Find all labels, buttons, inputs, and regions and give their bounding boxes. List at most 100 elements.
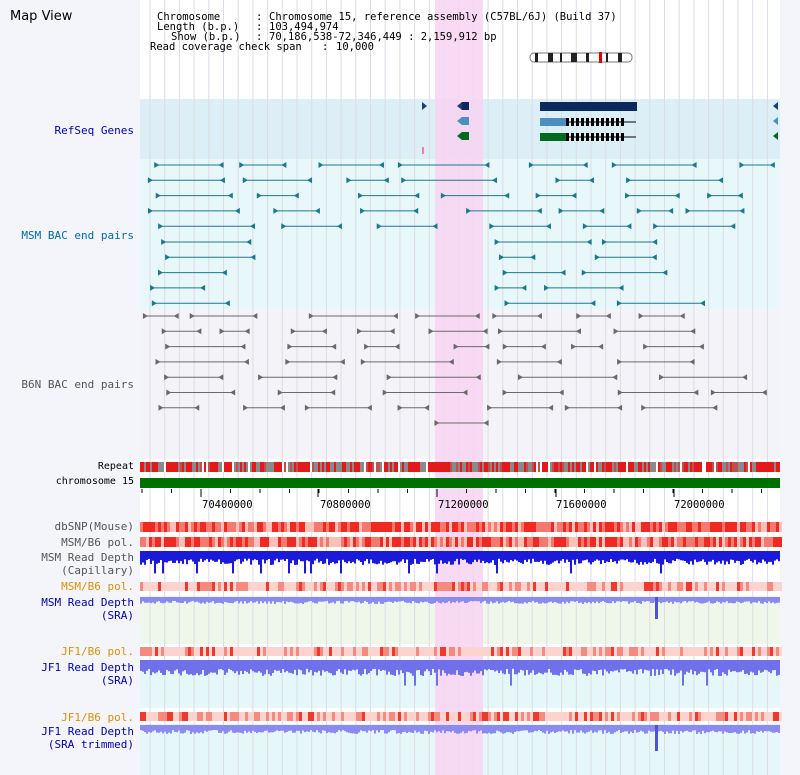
- msm-read-depth-capillary-label[interactable]: MSM Read Depth: [41, 551, 134, 564]
- msm-capillary-depth-bar: [286, 551, 288, 560]
- msm-sra-depth-bar: [218, 597, 220, 603]
- jf1-b6-pol-cell: [539, 712, 542, 721]
- jf1-b6-pol-cell: [149, 647, 152, 656]
- repeat-cell: [350, 462, 352, 472]
- jf1-trim-depth-bar: [536, 725, 538, 732]
- b6n-bac-end-pairs-label[interactable]: B6N BAC end pairs: [21, 378, 134, 391]
- b6n-bac-pair-end: [161, 328, 167, 335]
- msm-sra-depth-bar: [608, 597, 610, 604]
- jf1-sra-depth-bar: [746, 660, 748, 674]
- b6n-bac-pair-end: [689, 358, 695, 365]
- msm-b6-pol-cell: [401, 582, 404, 591]
- repeat-cell: [252, 462, 254, 472]
- jf1-b6-pol-cell: [410, 647, 413, 656]
- msm-capillary-depth-bar: [532, 551, 534, 559]
- jf1-b6-pol-cell: [563, 712, 566, 721]
- msm-capillary-depth-bar: [558, 551, 560, 564]
- msm-capillary-depth-bar: [292, 551, 294, 561]
- msm-b6-pol-label-1[interactable]: MSM/B6 pol.: [61, 536, 134, 549]
- jf1-read-depth-trimmed-label[interactable]: JF1 Read Depth: [41, 725, 134, 738]
- jf1-trim-depth-bar: [544, 725, 546, 734]
- jf1-b6-pol-label-1[interactable]: JF1/B6 pol.: [61, 645, 134, 658]
- msm-capillary-depth-bar: [368, 551, 370, 564]
- jf1-sra-depth-bar: [588, 660, 590, 674]
- jf1-sra-depth-bar: [330, 660, 332, 674]
- msm-sra-depth-bar: [362, 597, 364, 603]
- b6n-bac-pair-end: [219, 328, 225, 335]
- msm-sra-depth-bar: [410, 597, 412, 604]
- msm-capillary-depth-bar: [276, 551, 278, 559]
- dbsnp-cell: [566, 522, 569, 532]
- repeat-cell: [398, 462, 400, 472]
- jf1-sra-depth-bar: [444, 660, 446, 673]
- msm-read-depth-sra-label[interactable]: MSM Read Depth: [41, 596, 134, 609]
- jf1-trim-depth-bar: [454, 725, 456, 733]
- msm-capillary-depth-bar: [372, 551, 374, 564]
- msm-b6-pol-cell: [623, 537, 626, 547]
- jf1-b6-pol-cell: [365, 712, 368, 721]
- jf1-b6-pol-cell: [428, 647, 431, 656]
- repeat-cell: [352, 462, 354, 472]
- jf1-b6-pol-cell: [491, 712, 494, 721]
- jf1-b6-pol-cell: [158, 647, 161, 656]
- jf1-b6-pol-cell: [707, 647, 710, 656]
- msm-bac-pair-end: [413, 207, 419, 214]
- b6n-bac-pair-end: [556, 358, 562, 365]
- msm-b6-pol-cell: [584, 537, 587, 547]
- jf1-b6-pol-cell: [593, 712, 596, 721]
- msm-capillary-depth-bar: [560, 551, 562, 561]
- jf1-b6-pol-cell: [140, 647, 143, 656]
- jf1-sra-depth-bar: [228, 660, 230, 669]
- msm-b6-pol-cell: [614, 537, 617, 547]
- jf1-read-depth-sra-label[interactable]: JF1 Read Depth: [41, 661, 134, 674]
- jf1-trim-depth-bar: [630, 725, 632, 732]
- repeat-cell: [296, 462, 298, 472]
- dbsnp-cell: [599, 522, 602, 532]
- msm-b6-pol-cell: [617, 582, 620, 591]
- dbsnp-label[interactable]: dbSNP(Mouse): [54, 520, 134, 533]
- msm-b6-pol-cell: [443, 537, 446, 547]
- msm-b6-pol-cell: [509, 582, 512, 591]
- jf1-trim-depth-bar: [232, 725, 234, 733]
- jf1-b6-pol-cell: [644, 712, 647, 721]
- repeat-cell: [688, 462, 690, 472]
- msm-b6-pol-cell: [236, 582, 239, 591]
- msm-b6-pol-cell: [644, 582, 647, 591]
- msm-b6-pol-cell: [659, 582, 662, 591]
- msm-bac-end-pairs-label[interactable]: MSM BAC end pairs: [21, 229, 134, 242]
- msm-b6-pol-cell: [731, 537, 734, 547]
- msm-capillary-depth-bar: [272, 551, 274, 565]
- jf1-b6-pol-cell: [302, 712, 305, 721]
- jf1-b6-pol-label-2[interactable]: JF1/B6 pol.: [61, 711, 134, 724]
- jf1-trim-depth-bar: [180, 725, 182, 734]
- jf1-trim-depth-bar: [558, 725, 560, 732]
- jf1-b6-pol-cell: [227, 647, 230, 656]
- jf1-sra-depth-bar: [750, 660, 752, 672]
- jf1-b6-pol-cell: [224, 647, 227, 656]
- jf1-b6-pol-cell: [770, 647, 773, 656]
- msm-sra-depth-bar: [716, 597, 718, 602]
- chromosome-track-label: chromosome 15: [55, 476, 134, 487]
- jf1-b6-pol-cell: [704, 647, 707, 656]
- msm-b6-pol-cell: [146, 582, 149, 591]
- msm-capillary-depth-bar: [238, 551, 240, 560]
- msm-b6-pol-label-2[interactable]: MSM/B6 pol.: [61, 580, 134, 593]
- msm-capillary-depth-bar: [232, 551, 234, 574]
- jf1-sra-depth-bar: [352, 660, 354, 670]
- dbsnp-cell: [143, 522, 146, 532]
- jf1-b6-pol-cell: [320, 712, 323, 721]
- dbsnp-cell: [344, 522, 347, 532]
- repeat-cell: [172, 462, 174, 472]
- jf1-sra-depth-bar: [244, 660, 246, 671]
- jf1-sra-depth-bar: [294, 660, 296, 670]
- repeat-cell: [344, 462, 346, 472]
- jf1-sra-depth-bar: [342, 660, 344, 674]
- repeat-cell: [346, 462, 348, 472]
- jf1-sra-depth-bar: [382, 660, 384, 670]
- jf1-sra-depth-bar: [642, 660, 644, 674]
- msm-sra-depth-bar: [246, 597, 248, 604]
- repeat-cell: [504, 462, 506, 472]
- refseq-genes-label[interactable]: RefSeq Genes: [54, 124, 134, 137]
- jf1-b6-pol-cell: [215, 712, 218, 721]
